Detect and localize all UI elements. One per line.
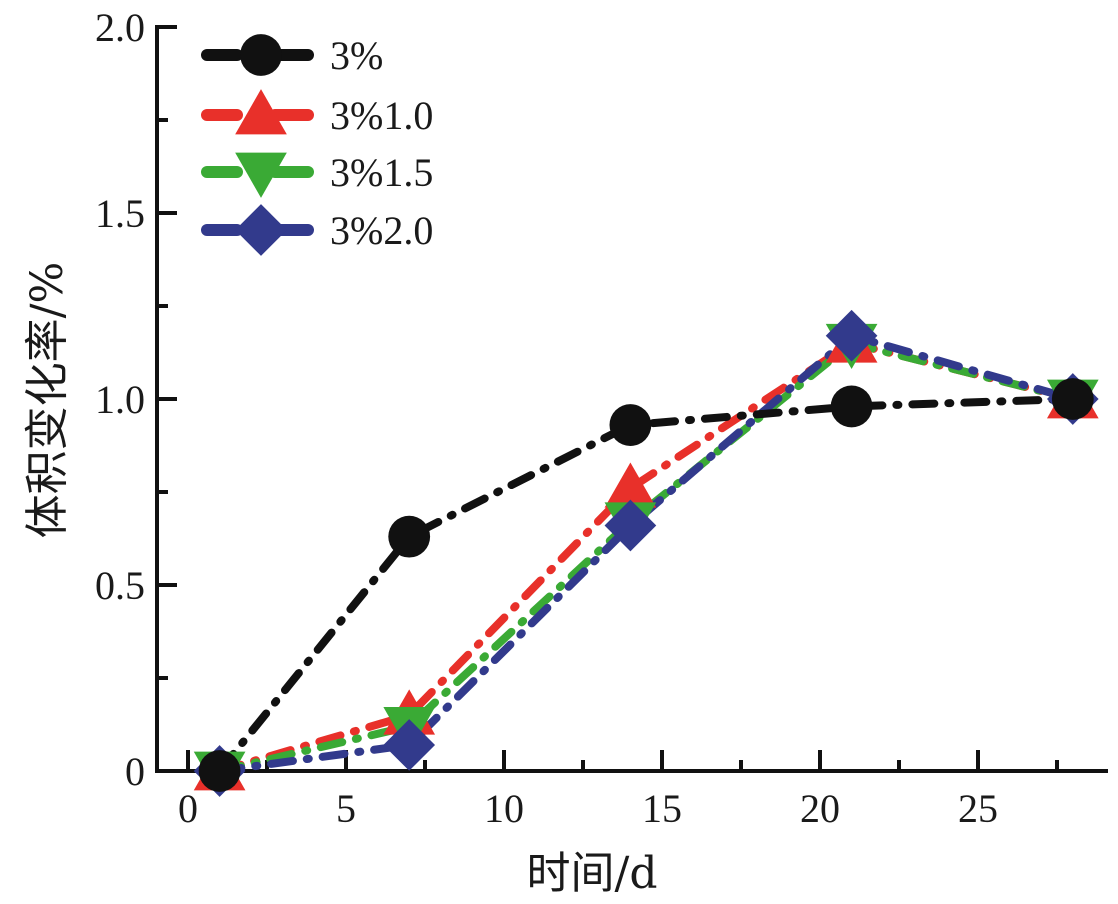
legend-marker-icon <box>235 152 287 198</box>
legend-label: 3%1.5 <box>330 150 433 195</box>
y-ticks: 0 0.5 1.0 1.5 2.0 <box>95 5 177 794</box>
series-line-1 <box>215 395 1077 775</box>
series-line-3 <box>215 338 1077 775</box>
legend-label: 3% <box>330 33 383 78</box>
x-tick-label: 10 <box>484 786 524 831</box>
legend-item: 3%1.0 <box>201 89 433 138</box>
x-tick-label: 5 <box>336 786 356 831</box>
data-point-series-1 <box>1051 378 1094 420</box>
data-point-series-1 <box>388 515 431 558</box>
y-axis-title: 体积变化率/% <box>22 262 73 539</box>
x-axis-title: 时间/d <box>527 848 658 899</box>
legend: 3% 3%1.0 3%1.5 3%2.0 <box>201 33 433 256</box>
x-ticks: 0 5 10 15 20 25 <box>178 750 1059 831</box>
data-point-series-1 <box>830 385 873 428</box>
series-line-2 <box>215 338 1077 775</box>
legend-label: 3%2.0 <box>330 208 433 253</box>
data-point-series-2 <box>604 462 657 508</box>
legend-item: 3%1.5 <box>201 150 433 198</box>
legend-marker-icon <box>235 89 287 135</box>
data-point-series-4 <box>604 499 657 552</box>
legend-marker-icon <box>240 34 282 76</box>
legend-item: 3%2.0 <box>201 204 433 256</box>
x-tick-label: 15 <box>642 786 682 831</box>
y-tick-label: 1.5 <box>95 191 145 236</box>
data-point-series-4 <box>825 309 878 362</box>
y-tick-label: 2.0 <box>95 5 145 50</box>
legend-marker-icon <box>235 204 287 256</box>
data-point-series-4 <box>383 719 436 771</box>
series-lines <box>215 331 1077 775</box>
axes <box>155 25 1108 773</box>
data-point-series-1 <box>609 404 652 446</box>
legend-item: 3% <box>201 33 383 78</box>
x-tick-label: 20 <box>800 786 840 831</box>
x-tick-label: 25 <box>958 786 998 831</box>
x-tick-label: 0 <box>178 786 198 831</box>
series-markers <box>193 309 1099 797</box>
series-line-4 <box>215 331 1077 775</box>
y-tick-label: 0 <box>125 749 145 794</box>
legend-label: 3%1.0 <box>330 93 433 138</box>
y-tick-label: 0.5 <box>95 563 145 608</box>
y-tick-label: 1.0 <box>95 377 145 422</box>
data-point-series-1 <box>198 750 241 792</box>
